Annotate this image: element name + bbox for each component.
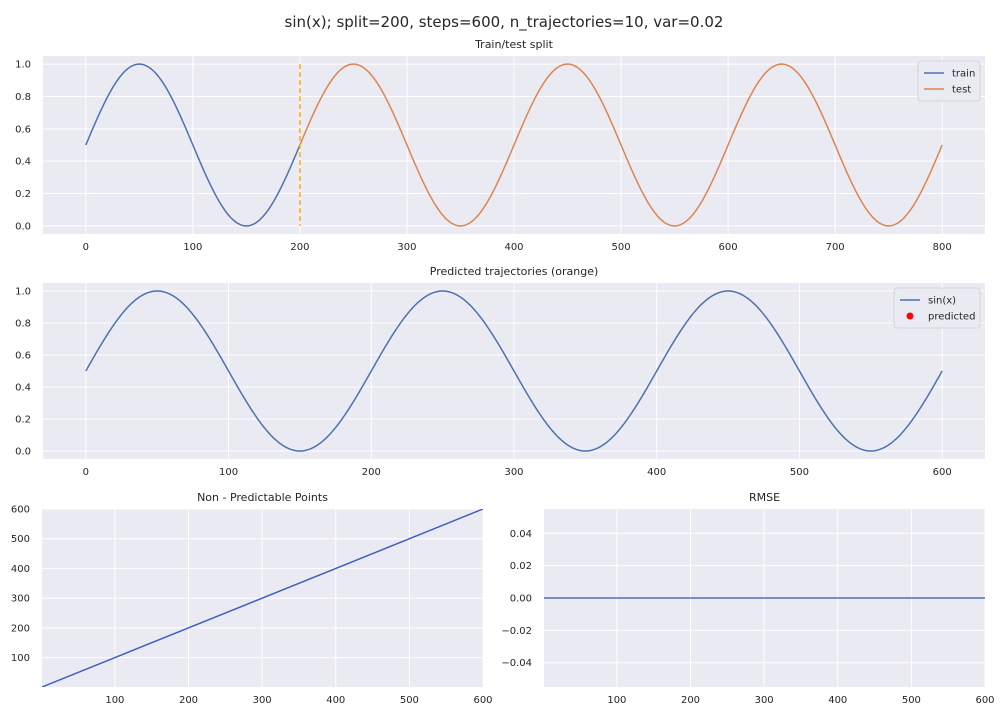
x-tick-label: 100 [607, 695, 626, 706]
legend-box [893, 287, 981, 329]
y-tick-label: −0.04 [501, 658, 532, 669]
panel-rmse: 100 200 300 400 500 600 −0.04 −0.02 0.00 0.02 0.04… [501, 491, 994, 706]
panel-train-test: 0 100 200 300 400 500 600 700 800 0.0 0.2 0.4 0.6 0.8… [15, 38, 985, 253]
y-tick-label: 0.0 [15, 221, 31, 232]
x-tick-label: 200 [290, 242, 309, 253]
x-tick-label: 300 [253, 695, 272, 706]
x-tick-label: 500 [400, 695, 419, 706]
x-tick-label: 300 [755, 695, 774, 706]
y-tick-label: 500 [11, 534, 30, 545]
y-tick-label: −0.02 [501, 626, 532, 637]
x-tick-label: 400 [828, 695, 847, 706]
y-tick-label: 0.8 [15, 319, 31, 330]
y-tick-label: 100 [11, 653, 30, 664]
figure-suptitle: sin(x); split=200, steps=600, n_trajecto… [285, 13, 724, 32]
series-group [85, 290, 943, 452]
y-tick-label: 0.00 [510, 594, 532, 605]
x-tick-label: 300 [504, 467, 523, 478]
y-tick-label: 0.2 [15, 189, 31, 200]
x-tick-label: 500 [790, 467, 809, 478]
x-tick-label: 400 [504, 242, 523, 253]
legend-box [917, 60, 981, 102]
x-tick-label: 600 [719, 242, 738, 253]
series-group [42, 509, 483, 687]
y-tick-label: 0.6 [15, 124, 31, 135]
y-tick-label: 0.4 [15, 157, 31, 168]
legend: train test [917, 60, 981, 102]
series-line-sin-x- [85, 290, 943, 452]
y-tick-label: 0.4 [15, 383, 31, 394]
y-tick-label: 600 [11, 505, 30, 516]
x-tick-label: 600 [933, 467, 952, 478]
y-tick-label: 0.8 [15, 92, 31, 103]
y-tick-label: 0.6 [15, 351, 31, 362]
panel-title: Predicted trajectories (orange) [430, 265, 599, 278]
x-tick-label: 100 [105, 695, 124, 706]
y-tick-label: 400 [11, 564, 30, 575]
series-line-non-predictable [42, 509, 483, 687]
x-tick-label: 100 [219, 467, 238, 478]
y-tick-label: 300 [11, 594, 30, 605]
legend-label: sin(x) [928, 296, 956, 307]
panel-title: RMSE [749, 491, 780, 504]
legend-label: predicted [928, 312, 975, 323]
x-tick-label: 0 [83, 467, 89, 478]
panel-title: Train/test split [474, 38, 554, 51]
y-tick-label: 0.04 [510, 529, 532, 540]
panel-predicted: 0 100 200 300 400 500 600 0.0 0.2 0.4 0.6 0.8 1.0 Pre… [15, 265, 985, 478]
x-tick-label: 200 [681, 695, 700, 706]
legend-label: test [952, 85, 971, 96]
series-line-test [299, 63, 943, 227]
series-group [85, 63, 943, 227]
x-tick-label: 400 [647, 467, 666, 478]
legend: sin(x) predicted [893, 287, 981, 329]
y-tick-label: 0.2 [15, 415, 31, 426]
x-tick-label: 300 [397, 242, 416, 253]
y-tick-label: 200 [11, 623, 30, 634]
x-tick-label: 500 [611, 242, 630, 253]
y-tick-label: 1.0 [15, 60, 31, 71]
y-tick-label: 0.0 [15, 447, 31, 458]
y-tick-label: 1.0 [15, 287, 31, 298]
x-tick-label: 600 [975, 695, 994, 706]
x-tick-label: 200 [362, 467, 381, 478]
x-tick-label: 100 [183, 242, 202, 253]
legend-marker [906, 312, 914, 320]
series-line-train [85, 63, 301, 227]
y-tick-label: 0.02 [510, 561, 532, 572]
panel-non-predictable: 100 200 300 400 500 600 100 200 300 400 500 600 Non … [11, 491, 493, 706]
panel-title: Non - Predictable Points [197, 491, 328, 504]
x-tick-label: 400 [326, 695, 345, 706]
x-tick-label: 600 [473, 695, 492, 706]
x-tick-label: 800 [933, 242, 952, 253]
x-tick-label: 200 [179, 695, 198, 706]
x-tick-label: 700 [826, 242, 845, 253]
x-tick-label: 0 [83, 242, 89, 253]
x-tick-label: 500 [902, 695, 921, 706]
legend-label: train [952, 69, 975, 80]
